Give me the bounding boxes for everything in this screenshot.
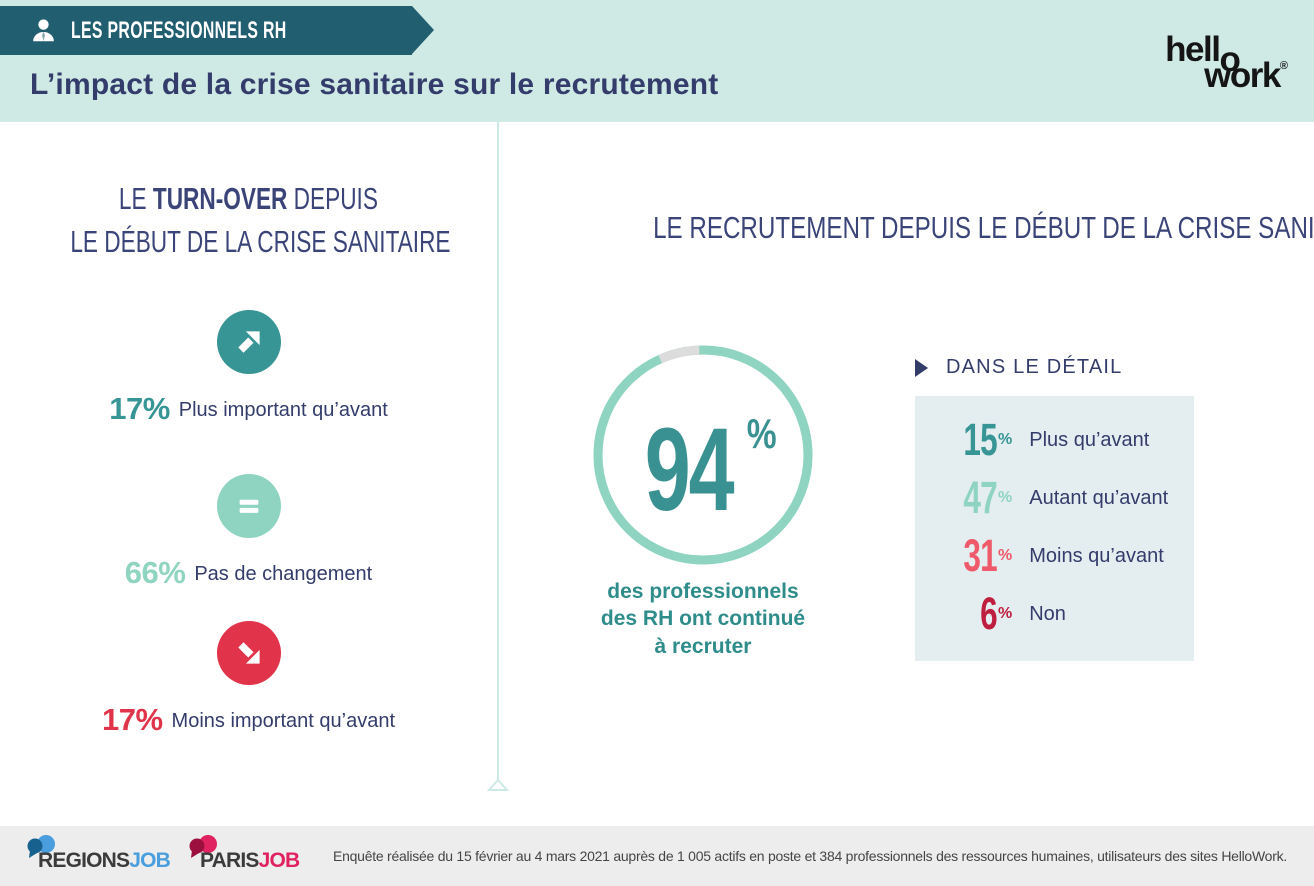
page-title: L’impact de la crise sanitaire sur le re… — [30, 68, 719, 101]
detail-row: 6% Non — [915, 585, 1194, 643]
hellowork-logo: hello work® — [1165, 32, 1288, 93]
stat-label: Moins important qu’avant — [171, 710, 395, 732]
arrow-up-right-icon — [216, 310, 281, 374]
arrow-down-right-icon — [216, 621, 281, 685]
turnover-title: LE TURN-OVER DEPUIS LE DÉBUT DE LA CRISE… — [0, 178, 497, 264]
detail-row: 47% Autant qu’avant — [915, 469, 1194, 527]
detail-heading-label: DANS LE DÉTAIL — [946, 356, 1123, 378]
detail-row: 15% Plus qu’avant — [915, 411, 1194, 469]
logo-text: REGIONSJOB — [38, 849, 171, 872]
survey-note: Enquête réalisée du 15 février au 4 mars… — [333, 848, 1288, 864]
logo-o: o — [1219, 40, 1240, 79]
detail-label: Plus qu’avant — [1029, 428, 1150, 451]
donut-chart — [593, 345, 813, 565]
turnover-title-line2: LE DÉBUT DE LA CRISE SANITAIRE — [70, 223, 451, 259]
detail-label: Non — [1029, 602, 1066, 625]
recruitment-title: LE RECRUTEMENT DEPUIS LE DÉBUT DE LA CRI… — [653, 210, 1314, 245]
regionsjob-logo: REGIONSJOB — [25, 832, 173, 880]
stat-line: 66% Pas de changement — [0, 555, 497, 591]
logo-o: o — [1229, 56, 1251, 95]
hellowork-logo-line2: work® — [1204, 58, 1288, 93]
logo-text: w — [1204, 56, 1231, 95]
stat-label: Pas de changement — [194, 563, 373, 585]
column-divider — [497, 122, 499, 782]
hellowork-logo-line1: hello — [1165, 30, 1288, 77]
detail-row: 31% Moins qu’avant — [915, 527, 1194, 585]
stat-line: 17% Moins important qu’avant — [0, 702, 497, 738]
detail-value: 31 — [963, 530, 997, 581]
logo-text: rk — [1249, 56, 1282, 95]
registered-mark: ® — [1279, 60, 1288, 72]
ribbon-label: LES PROFESSIONNELS RH — [71, 16, 287, 44]
logo-text: PARISJOB — [200, 849, 300, 872]
stat-value: 17% — [109, 391, 170, 426]
stat-label: Plus important qu’avant — [178, 399, 388, 421]
speech-bubbles-icon — [189, 835, 217, 858]
footer: REGIONSJOB PARISJOB Enquête réalisée du … — [0, 826, 1314, 886]
detail-label: Autant qu’avant — [1029, 486, 1169, 509]
percent-sign: % — [998, 547, 1013, 564]
turnover-title-line1: LE TURN-OVER DEPUIS — [118, 181, 379, 216]
detail-value: 15 — [963, 414, 997, 465]
donut-value: 94% — [644, 404, 777, 536]
header-band: LES PROFESSIONNELS RH L’impact de la cri… — [0, 0, 1314, 122]
percent-sign: % — [998, 431, 1013, 448]
detail-value: 47 — [963, 472, 997, 523]
stat-value: 66% — [124, 555, 186, 590]
ribbon-label-wrap: LES PROFESSIONNELS RH — [71, 17, 398, 45]
turnover-stat-minus: 17% Moins important qu’avant — [0, 621, 497, 738]
percent-sign: % — [998, 605, 1013, 622]
logo-text: hell — [1165, 30, 1221, 69]
speech-bubbles-icon — [27, 835, 55, 858]
stat-line: 17% Plus important qu’avant — [0, 391, 497, 427]
parisjob-logo: PARISJOB — [187, 832, 315, 880]
percent-sign: % — [998, 489, 1013, 506]
detail-value: 6 — [980, 588, 998, 639]
donut-caption: des professionnels des RH ont continué à… — [600, 580, 806, 658]
divider-triangle-icon — [487, 778, 509, 791]
detail-box: 15% Plus qu’avant 47% Autant qu’avant 31… — [915, 396, 1194, 661]
equals-icon — [216, 474, 281, 538]
category-ribbon: LES PROFESSIONNELS RH — [0, 6, 434, 55]
person-icon — [33, 19, 54, 42]
triangle-right-icon — [915, 358, 928, 377]
turnover-stat-equal: 66% Pas de changement — [0, 474, 497, 591]
stat-value: 17% — [102, 702, 163, 737]
detail-heading: DANS LE DÉTAIL — [915, 356, 1122, 379]
detail-label: Moins qu’avant — [1029, 544, 1164, 567]
turnover-stat-plus: 17% Plus important qu’avant — [0, 310, 497, 427]
